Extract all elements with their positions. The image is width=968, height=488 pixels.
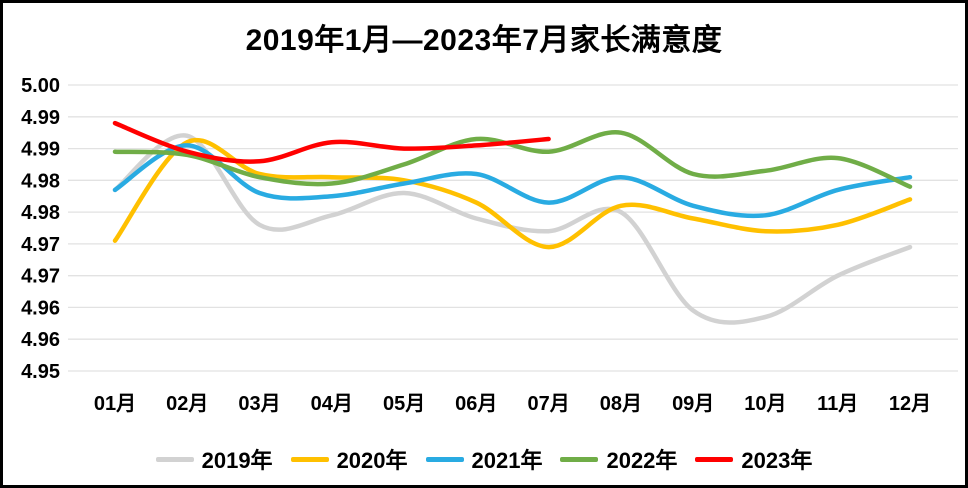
y-tick-label: 4.96 — [21, 297, 60, 319]
legend-item-2020: 2020年 — [290, 443, 408, 475]
y-tick-label: 4.98 — [21, 202, 60, 224]
legend-item-2021: 2021年 — [425, 443, 543, 475]
legend-label: 2023年 — [741, 448, 813, 473]
legend-item-2019: 2019年 — [155, 443, 273, 475]
x-tick-label: 12月 — [889, 393, 931, 415]
y-tick-label: 4.99 — [21, 139, 60, 161]
x-tick-label: 09月 — [672, 393, 714, 415]
x-tick-label: 08月 — [600, 393, 642, 415]
legend-label: 2021年 — [471, 448, 543, 473]
legend-label: 2019年 — [201, 448, 273, 473]
x-tick-label: 05月 — [383, 393, 425, 415]
x-tick-label: 06月 — [455, 393, 497, 415]
y-tick-label: 4.98 — [21, 170, 60, 192]
series-line-2023 — [112, 120, 551, 164]
series-line-2020 — [112, 137, 913, 250]
x-tick-label: 02月 — [166, 393, 208, 415]
legend-swatch-2023 — [695, 456, 734, 462]
y-tick-label: 5.00 — [21, 75, 60, 97]
y-tick-label: 4.97 — [21, 266, 60, 288]
y-tick-label: 4.95 — [21, 361, 60, 383]
x-tick-label: 07月 — [527, 393, 569, 415]
x-tick-label: 11月 — [817, 393, 858, 415]
x-tick-label: 01月 — [94, 393, 136, 415]
legend-item-2022: 2022年 — [560, 443, 677, 475]
y-tick-label: 4.96 — [21, 329, 60, 351]
x-tick-label: 10月 — [744, 393, 786, 415]
legend-swatch-2019 — [155, 456, 194, 462]
y-tick-label: 4.97 — [21, 234, 60, 256]
legend-swatch-2022 — [560, 456, 599, 462]
series-line-2021 — [112, 143, 913, 219]
legend-swatch-2021 — [425, 456, 464, 462]
x-tick-label: 04月 — [311, 393, 353, 415]
legend-label: 2022年 — [606, 448, 678, 473]
y-tick-label: 4.99 — [21, 107, 60, 129]
series-line-2022 — [112, 130, 913, 189]
chart-title: 2019年1月—2023年7月家长满意度 — [245, 24, 723, 57]
legend-item-2023: 2023年 — [695, 443, 812, 475]
legend-label: 2020年 — [336, 448, 408, 473]
legend: 2019年 2020年 2021年 2022年 2023年 — [3, 443, 965, 475]
line-chart: 5.00 4.99 4.99 4.98 4.98 4.97 4.97 4.96 4.96 4.95… — [21, 75, 958, 415]
legend-swatch-2020 — [290, 456, 329, 462]
x-tick-label: 03月 — [238, 393, 280, 415]
